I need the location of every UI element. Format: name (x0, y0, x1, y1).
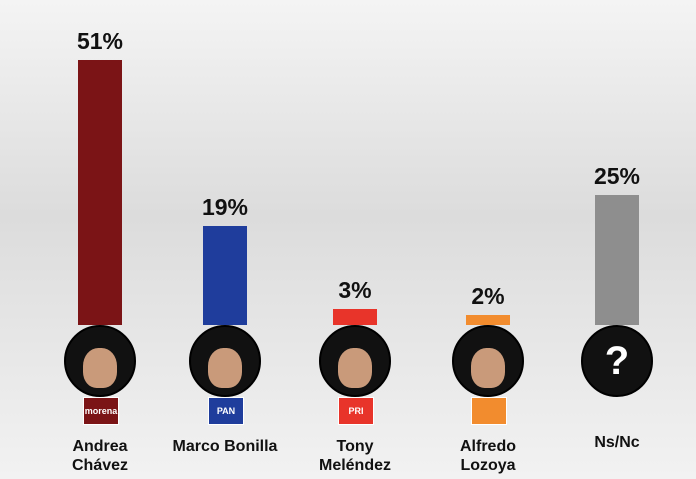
bar (466, 314, 510, 325)
face (208, 348, 242, 388)
party-logo: morena (83, 397, 119, 425)
bar (595, 195, 639, 325)
bar (78, 59, 122, 325)
avatar (189, 325, 261, 397)
bar (333, 309, 377, 325)
value-label: 25% (593, 163, 641, 189)
value-label: 2% (471, 282, 505, 309)
bar (203, 226, 247, 325)
value-label: 19% (201, 194, 249, 221)
category-label: Tony Meléndez (318, 438, 391, 474)
value-label: 3% (338, 277, 372, 304)
party-logo: PRI (338, 397, 374, 425)
category-label: Ns/Nc (594, 434, 640, 451)
avatar: ? (581, 325, 653, 397)
party-logo: PAN (208, 397, 244, 425)
category-label: Andrea Chávez (71, 438, 129, 474)
face (338, 348, 372, 388)
avatar (64, 325, 136, 397)
value-label: 51% (76, 27, 124, 54)
face (471, 348, 505, 388)
category-label: Marco Bonilla (172, 438, 278, 455)
face (83, 348, 117, 388)
category-label: Alfredo Lozoya (460, 438, 516, 474)
party-logo (471, 397, 507, 425)
avatar (319, 325, 391, 397)
avatar (452, 325, 524, 397)
